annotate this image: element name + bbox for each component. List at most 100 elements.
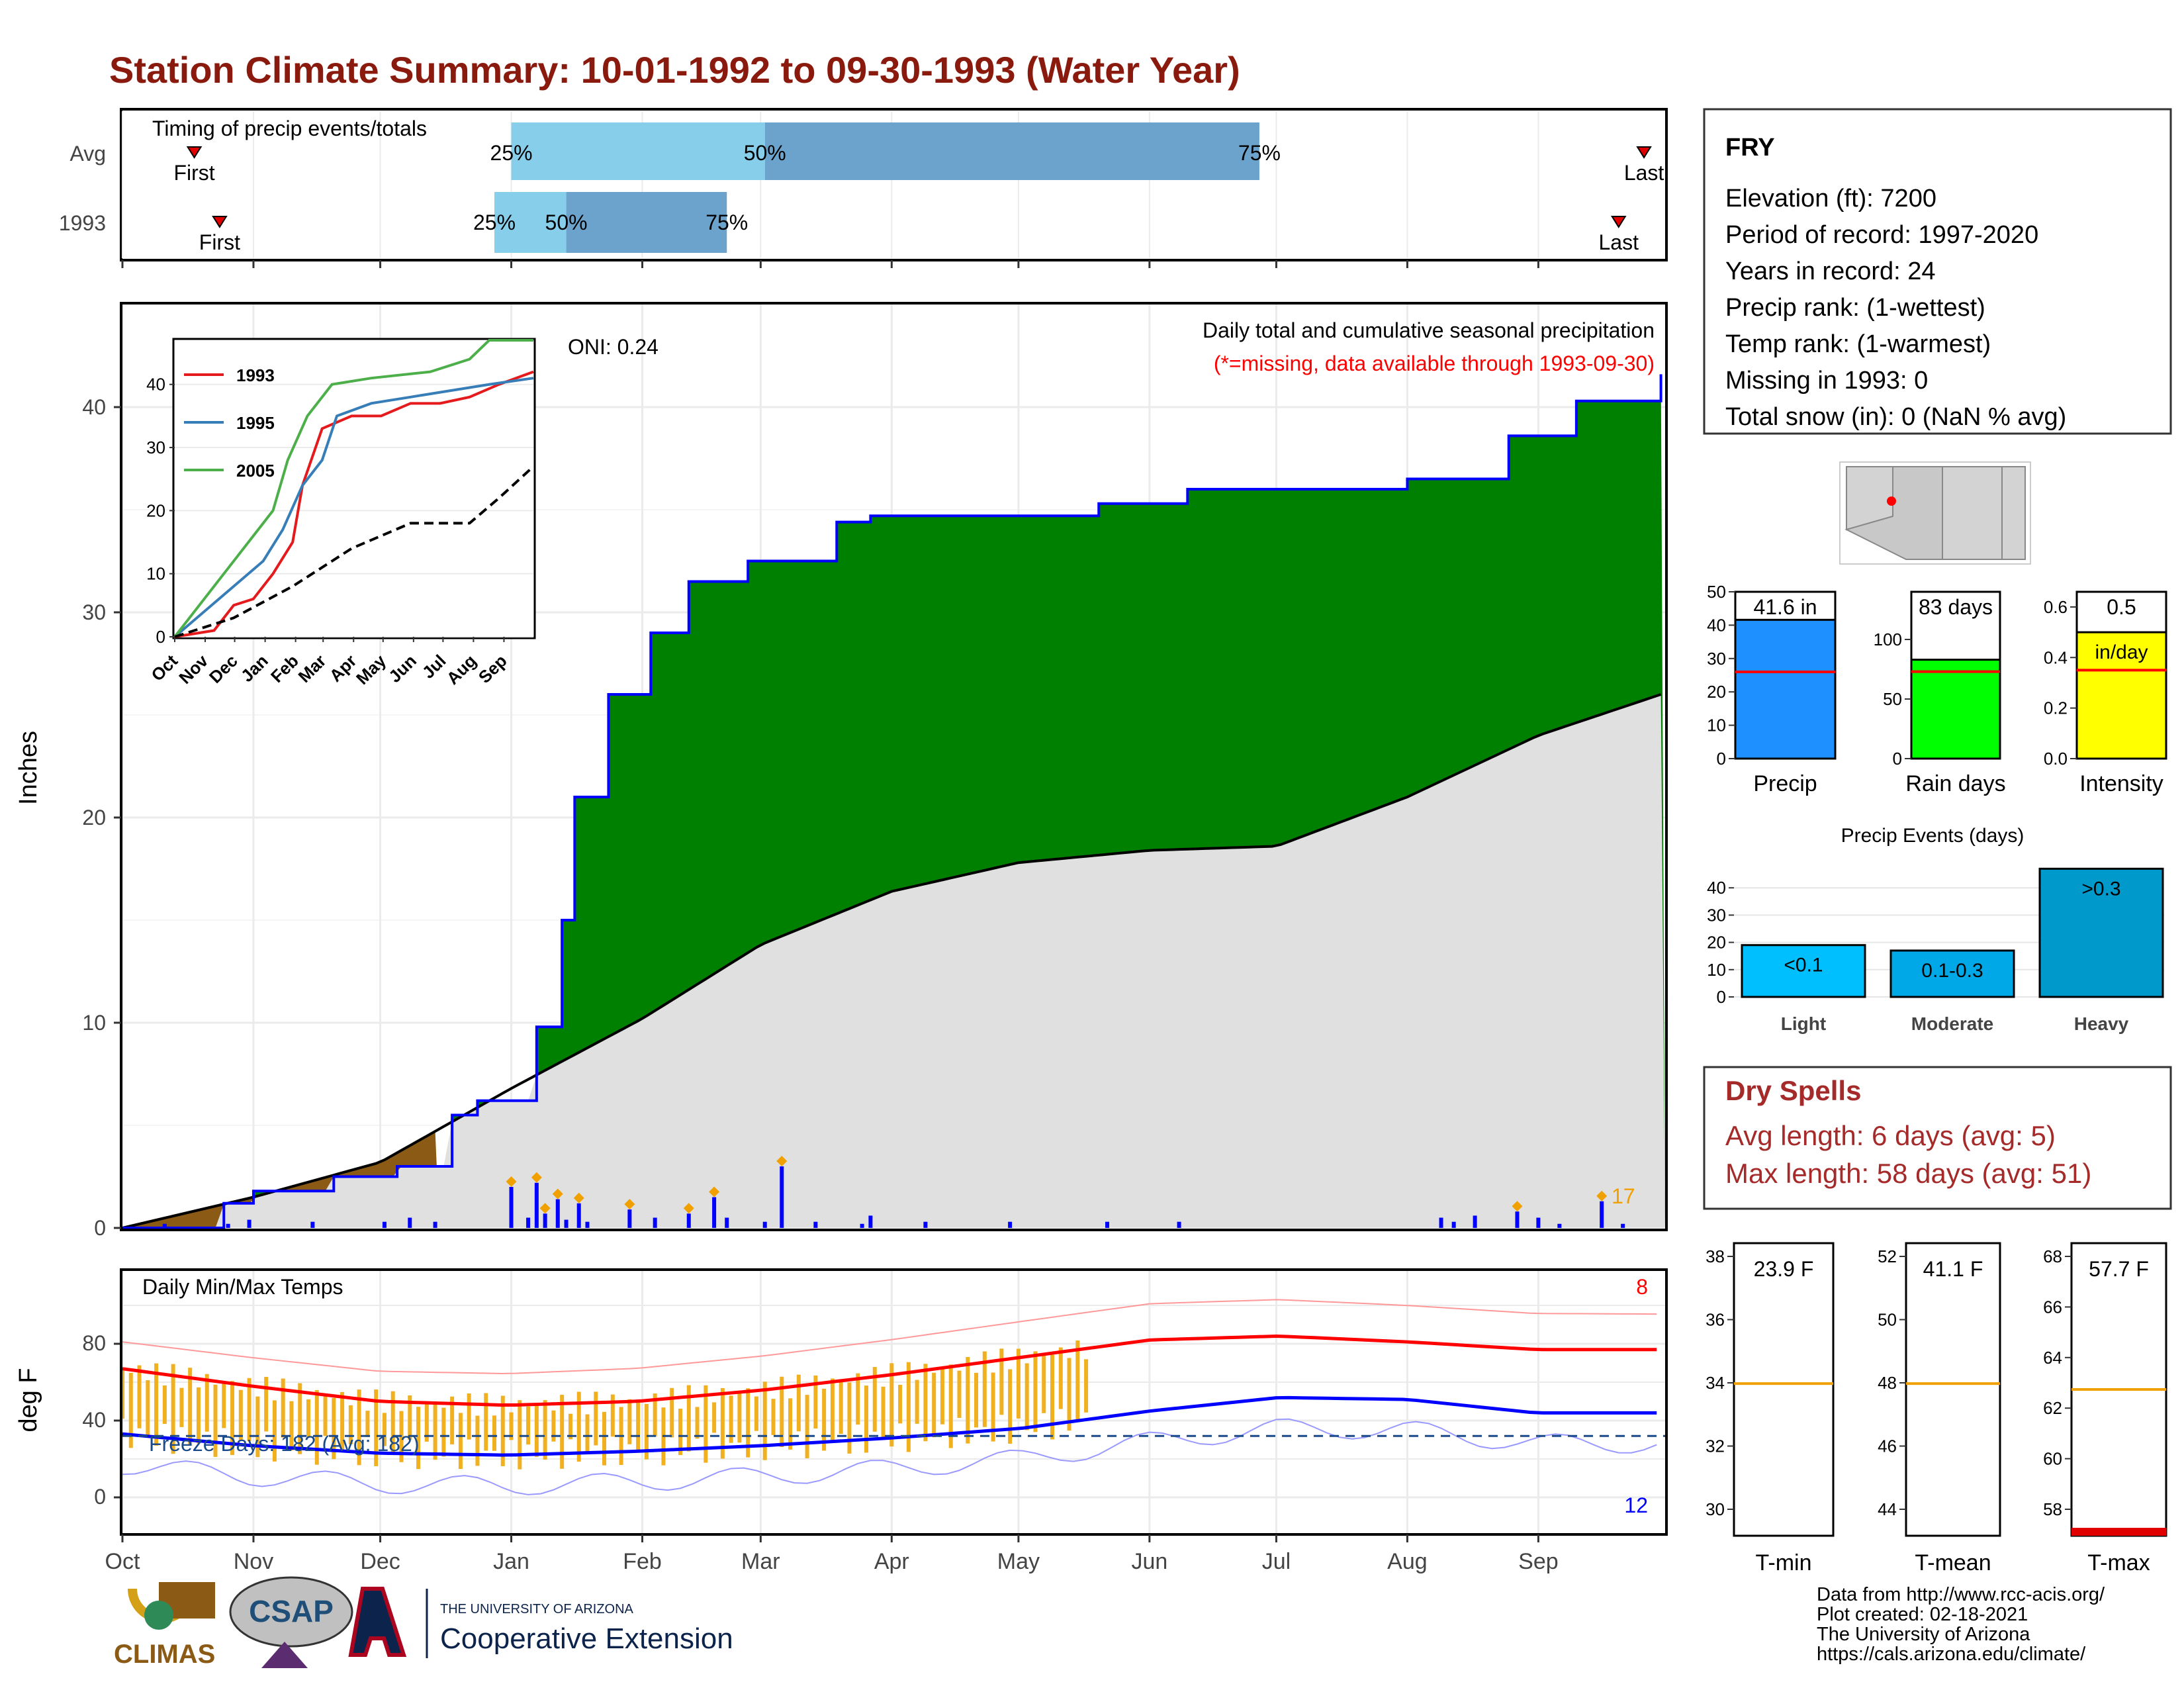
timing-bar-q2 — [764, 122, 1259, 180]
precip-event-marker-icon — [531, 1172, 542, 1183]
temp-tick-40: 40 — [82, 1408, 106, 1432]
events-category-label: Heavy — [2074, 1013, 2129, 1034]
timing-label: Timing of precip events/totals — [152, 117, 427, 140]
precip-y-tick-label: 30 — [82, 600, 106, 624]
daily-temp-range-bar — [171, 1364, 175, 1454]
precip-y-axis: 0 10 20 30 40 — [82, 395, 121, 1240]
daily-temp-range-bar — [940, 1367, 944, 1425]
summary-bar-tick-label: 40 — [1707, 615, 1726, 635]
daily-temp-range-bar — [264, 1377, 269, 1432]
temp-summary-label: T-mean — [1915, 1550, 1991, 1575]
station-line-precip-rank: Precip rank: (1-wettest) — [1725, 294, 1985, 322]
temp-y-label: deg F — [15, 1368, 42, 1432]
temp-summary-tick-label: 46 — [1878, 1436, 1897, 1456]
summary-bar-tick-label: 30 — [1707, 649, 1726, 669]
credit-university: The University of Arizona — [1817, 1624, 2030, 1645]
record-max-envelope — [122, 1299, 1657, 1374]
daily-precip-bar — [408, 1217, 412, 1228]
events-y-tick-label: 0 — [1717, 987, 1726, 1007]
daily-precip-bar — [923, 1221, 928, 1228]
precip-y-tick-label: 20 — [82, 806, 106, 829]
temp-summary-value: 57.7 F — [2089, 1257, 2149, 1281]
daily-temp-range-bar — [162, 1385, 167, 1424]
summary-bar-label: Precip — [1753, 771, 1817, 796]
timing-last-label: Last — [1624, 161, 1664, 185]
daily-temp-range-bar — [518, 1400, 522, 1470]
daily-precip-bar — [564, 1219, 569, 1228]
daily-temp-range-bar — [1084, 1359, 1089, 1413]
precip-y-tick-label: 10 — [82, 1011, 106, 1035]
summary-bar-tick-label: 0.2 — [2044, 698, 2068, 718]
precip-event-marker-icon — [709, 1186, 720, 1197]
daily-temp-range-bar — [408, 1395, 412, 1440]
timing-first-label: First — [173, 161, 214, 185]
daily-temp-range-bar — [704, 1385, 708, 1463]
daily-precip-bar — [653, 1217, 657, 1228]
daily-temp-range-bar — [864, 1385, 868, 1453]
climas-logo: CLIMAS — [114, 1582, 215, 1669]
credit-url: https://cals.arizona.edu/climate/ — [1817, 1644, 2086, 1665]
daily-precip-bar — [1177, 1221, 1181, 1228]
summary-bar-sublabel: in/day — [2095, 641, 2148, 663]
daily-precip-bar — [813, 1221, 818, 1228]
temp-label: Daily Min/Max Temps — [142, 1275, 343, 1299]
daily-precip-bar — [762, 1221, 767, 1228]
daily-temp-range-bar — [1033, 1351, 1038, 1432]
daily-precip-bar — [226, 1223, 230, 1228]
daily-temp-range-bar — [306, 1399, 310, 1437]
month-label: Feb — [623, 1549, 662, 1574]
daily-temp-range-bar — [500, 1395, 505, 1466]
daily-precip-bar — [433, 1221, 437, 1228]
daily-temp-range-bar — [999, 1348, 1004, 1415]
daily-precip-bar — [868, 1215, 873, 1228]
summary-bar-tick-label: 50 — [1883, 689, 1902, 709]
events-bar-label: <0.1 — [1784, 955, 1823, 976]
daily-temp-range-bar — [196, 1387, 201, 1444]
daily-precip-bar — [1557, 1223, 1562, 1228]
temp-summary-tick-label: 32 — [1706, 1436, 1725, 1456]
cumulative-precip-line — [122, 374, 1662, 1229]
daily-temp-range-bar — [340, 1391, 345, 1450]
station-line-snow: Total snow (in): 0 (NaN % avg) — [1725, 403, 2066, 431]
month-label: Apr — [874, 1549, 909, 1574]
daily-temp-range-bar — [543, 1400, 547, 1460]
daily-precip-bar — [247, 1219, 251, 1228]
daily-temp-range-bar — [576, 1391, 581, 1462]
daily-temp-range-bar — [670, 1387, 674, 1438]
daily-temp-range-bar — [492, 1415, 496, 1451]
daily-temp-range-bar — [390, 1391, 395, 1453]
oni-label: ONI: 0.24 — [568, 335, 659, 359]
daily-temp-range-bar — [1042, 1355, 1046, 1413]
timing-panel: 25% 50% 75% First Last 25% 50% 75% First Last Tim… — [59, 108, 1668, 268]
daily-temp-range-bar — [889, 1363, 894, 1447]
summary-bar-label: Intensity — [2079, 771, 2163, 796]
daily-precip-bar — [310, 1221, 315, 1228]
temp-summary-label: T-min — [1756, 1550, 1812, 1575]
daily-temp-range-bar — [534, 1405, 539, 1457]
temp-summary-tick-label: 64 — [2043, 1348, 2062, 1368]
ua-a-icon — [348, 1587, 407, 1657]
summary-bar-fill — [1910, 659, 2001, 760]
daily-temp-range-bar — [332, 1397, 336, 1460]
first-marker-icon — [186, 146, 203, 159]
csap-logo: CSAP — [229, 1576, 353, 1668]
timing-first-label: First — [199, 230, 240, 254]
daily-temp-range-bar — [458, 1413, 463, 1470]
daily-temp-range-bar — [788, 1398, 793, 1450]
last-marker-icon — [1636, 146, 1652, 159]
daily-temp-range-bar — [1058, 1347, 1063, 1409]
precip-count-label: 17 — [1612, 1184, 1635, 1208]
inset-legend-label: 1995 — [236, 413, 275, 433]
temp-summary-tick-label: 58 — [2043, 1499, 2062, 1519]
events-plot: 0 10 20 30 40 <0.1 Light 0.1-0.3 Moderate >0.3 Hea… — [1707, 861, 2164, 1034]
csap-cloud-icon — [229, 1576, 353, 1648]
avg-min-temp-line — [122, 1395, 1657, 1457]
daily-temp-range-bar — [247, 1378, 251, 1442]
daily-temp-range-bar — [281, 1378, 285, 1438]
timing-row-avg: Avg — [69, 142, 106, 165]
temp-frame — [120, 1268, 1668, 1536]
precip-event-marker-icon — [573, 1192, 584, 1203]
daily-temp-range-bar — [695, 1407, 700, 1439]
month-label: Dec — [360, 1549, 400, 1574]
inset-line-average — [174, 465, 535, 638]
